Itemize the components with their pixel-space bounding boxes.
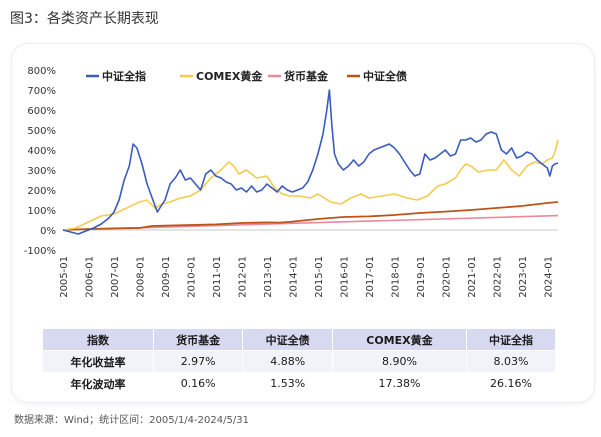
table-cell: 8.90% <box>331 350 467 373</box>
y-tick-label: 100% <box>27 206 56 217</box>
x-tick-label: 2009-01 <box>161 256 172 298</box>
x-tick-label: 2008-01 <box>135 256 146 298</box>
figure-title: 图3：各类资产长期表现 <box>10 11 159 27</box>
series-line <box>62 201 559 231</box>
y-tick-label: 200% <box>27 186 56 197</box>
x-tick-label: 2019-01 <box>416 256 427 298</box>
table-header-cell: 指数 <box>43 329 154 351</box>
table-header-cell: 中证全债 <box>242 329 333 351</box>
x-tick-label: 2011-01 <box>212 256 223 298</box>
y-tick-label: 0% <box>40 226 56 237</box>
legend-label: 货币基金 <box>283 69 329 83</box>
x-tick-label: 2021-01 <box>467 256 478 298</box>
table-cell: 26.16% <box>465 372 555 394</box>
y-tick-label: 500% <box>27 126 56 137</box>
table-row-label: 年化收益率 <box>43 350 154 373</box>
x-tick-label: 2018-01 <box>390 256 401 298</box>
table-cell: 4.88% <box>242 350 333 373</box>
table-row: 年化波动率 0.16% 1.53% 17.38% 26.16% <box>43 372 555 394</box>
legend-label: 中证全债 <box>363 69 407 83</box>
table-header-cell: 中证全指 <box>465 329 555 351</box>
table-cell: 17.38% <box>331 372 467 394</box>
series-line <box>62 89 559 235</box>
y-tick-label: -100% <box>24 246 56 257</box>
x-tick-label: 2020-01 <box>441 256 452 298</box>
x-tick-label: 2023-01 <box>518 256 529 298</box>
table-cell: 2.97% <box>152 350 243 373</box>
x-tick-label: 2014-01 <box>288 256 299 298</box>
table-header-cell: COMEX黄金 <box>331 329 467 351</box>
x-tick-label: 2005-01 <box>59 256 70 298</box>
table-cell: 0.16% <box>152 372 243 394</box>
table-row: 年化收益率 2.97% 4.88% 8.90% 8.03% <box>43 350 555 373</box>
y-tick-label: 300% <box>27 166 56 177</box>
x-tick-label: 2013-01 <box>263 256 274 298</box>
x-tick-label: 2017-01 <box>365 256 376 298</box>
y-tick-label: 600% <box>27 106 56 117</box>
legend-label: COMEX黄金 <box>196 69 263 83</box>
y-tick-label: 700% <box>27 86 56 97</box>
x-tick-label: 2024-01 <box>543 256 554 298</box>
source-note: 数据来源：Wind；统计区间：2005/1/4-2024/5/31 <box>14 415 249 426</box>
x-tick-label: 2006-01 <box>84 256 95 298</box>
x-tick-label: 2012-01 <box>237 256 248 298</box>
legend-label: 中证全指 <box>102 69 146 83</box>
x-tick-label: 2010-01 <box>186 256 197 298</box>
y-tick-label: 800% <box>27 66 56 77</box>
series-line <box>62 139 559 231</box>
y-tick-label: 400% <box>27 146 56 157</box>
table-cell: 8.03% <box>465 350 555 373</box>
table-cell: 1.53% <box>242 372 333 394</box>
stats-table: 指数 货币基金 中证全债 COMEX黄金 中证全指 年化收益率 2.97% 4.… <box>43 329 555 394</box>
x-tick-label: 2015-01 <box>314 256 325 298</box>
x-tick-label: 2016-01 <box>339 256 350 298</box>
x-tick-label: 2022-01 <box>492 256 503 298</box>
table-header-cell: 货币基金 <box>152 329 243 351</box>
table-row-label: 年化波动率 <box>43 372 154 394</box>
x-tick-label: 2007-01 <box>110 256 121 298</box>
